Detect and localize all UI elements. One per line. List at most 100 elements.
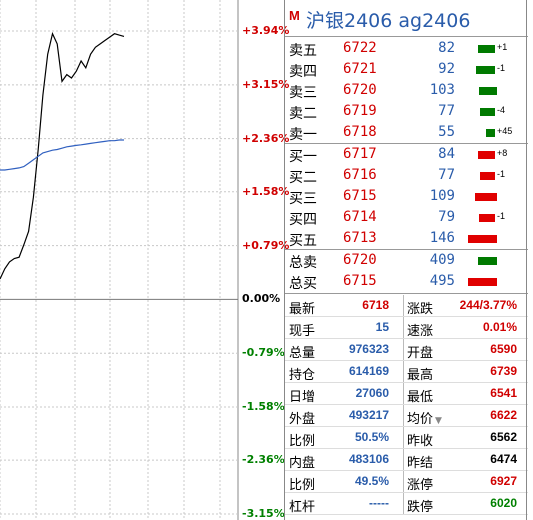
stat-label: 最新	[289, 302, 316, 317]
stat-label: 均价 ▼	[407, 408, 442, 427]
stat-label: 日增	[289, 390, 316, 405]
stat-label-text: 昨结	[407, 456, 434, 471]
stat-value: 6718	[362, 298, 389, 312]
volume-bar	[479, 87, 497, 95]
volume-bar	[475, 193, 497, 201]
dropdown-caret-icon[interactable]: ▼	[435, 416, 442, 426]
axis-tick-label: +3.15%	[242, 77, 290, 91]
stat-value: 244/3.77%	[459, 298, 517, 312]
stat-divider	[403, 317, 404, 339]
level-volume: 409	[429, 252, 455, 268]
row-divider	[285, 426, 528, 427]
axis-tick-label: +1.58%	[242, 184, 290, 198]
stat-label: 最高	[407, 364, 433, 383]
level-label: 买五	[289, 233, 317, 249]
level-volume: 109	[429, 188, 455, 204]
stat-label-text: 均价	[407, 412, 434, 427]
book-divider	[285, 143, 528, 144]
quote-panel: M 沪银2406 ag2406 卖五 6722 82 +1 卖四 6721 92 -1 卖三 67…	[284, 0, 533, 520]
level-volume: 77	[438, 167, 455, 183]
stat-divider	[403, 339, 404, 361]
stat-label: 内盘	[289, 456, 316, 471]
axis-tick-label: -1.58%	[242, 400, 285, 414]
axis-tick-label: +0.79%	[242, 238, 290, 252]
total-row: 总卖 6720 409	[285, 250, 528, 271]
stat-value: 6541	[490, 386, 517, 400]
volume-bar	[468, 235, 497, 243]
stat-divider	[403, 449, 404, 471]
stat-value: 614169	[348, 364, 389, 378]
header-divider	[285, 36, 528, 37]
stat-label: 总量	[289, 346, 316, 361]
stat-row: 杠杆 ----- 跌停 6020	[285, 493, 528, 515]
stat-label: 涨跌	[407, 298, 433, 317]
chart-canvas[interactable]	[0, 0, 240, 520]
stat-label: 比例	[289, 478, 316, 493]
level-label: 总卖	[289, 255, 317, 271]
stat-value: 0.01%	[482, 320, 517, 334]
stat-divider	[403, 383, 404, 405]
volume-change: -1	[497, 169, 506, 179]
intraday-chart[interactable]	[0, 0, 240, 520]
stat-row: 比例 50.5% 昨收 6562	[285, 427, 528, 449]
stat-value: 6739	[490, 364, 517, 378]
stat-value: 49.5%	[354, 474, 389, 488]
level-price: 6715	[343, 273, 377, 289]
axis-tick-label: +3.94%	[242, 24, 290, 37]
market-marker: M	[289, 8, 300, 23]
level-price: 6713	[343, 230, 377, 246]
stat-value: 15	[375, 320, 389, 334]
stat-row: 比例 49.5% 涨停 6927	[285, 471, 528, 493]
stat-label: 现手	[289, 324, 316, 339]
volume-bar	[476, 66, 495, 74]
stat-label-text: 昨收	[407, 434, 434, 449]
level-price: 6721	[343, 61, 377, 77]
axis-tick-label: +2.36%	[242, 131, 290, 145]
level-price: 6716	[343, 167, 377, 183]
axis-tick-label: 0.00%	[242, 292, 281, 306]
row-divider	[285, 382, 528, 383]
row-divider	[285, 338, 528, 339]
stat-label: 比例	[289, 434, 316, 449]
stat-label-text: 最低	[407, 390, 434, 405]
level-price: 6717	[343, 146, 377, 162]
stat-label-text: 跌停	[407, 500, 434, 515]
row-divider	[285, 470, 528, 471]
stat-value: 6622	[490, 408, 517, 422]
level-volume: 79	[438, 209, 455, 225]
volume-change: +8	[497, 148, 508, 158]
average-line	[0, 139, 124, 171]
level-label: 卖四	[289, 64, 317, 80]
level-label: 卖三	[289, 85, 317, 101]
stat-value: -----	[369, 496, 389, 510]
ask-level: 卖一 6718 55 +45	[285, 122, 528, 143]
stat-label: 昨结	[407, 452, 433, 471]
stat-label-text: 开盘	[407, 346, 434, 361]
stat-value: 6474	[490, 452, 517, 466]
stat-label-text: 最高	[407, 368, 434, 383]
row-divider	[285, 492, 528, 493]
level-label: 卖一	[289, 127, 317, 143]
instrument-name: 沪银2406 ag2406	[306, 10, 471, 32]
level-price: 6715	[343, 188, 377, 204]
level-price: 6720	[343, 252, 377, 268]
stat-value: 50.5%	[354, 430, 389, 444]
stat-row: 持仓 614169 最高 6739	[285, 361, 528, 383]
volume-bar	[468, 278, 497, 286]
axis-tick-label: -3.15%	[242, 507, 285, 520]
level-label: 买四	[289, 212, 317, 228]
level-volume: 84	[438, 146, 455, 162]
stat-label-text: 速涨	[407, 324, 434, 339]
level-volume: 92	[438, 61, 455, 77]
stat-value: 27060	[355, 386, 389, 400]
volume-change: -1	[497, 63, 506, 73]
stat-row: 内盘 483106 昨结 6474	[285, 449, 528, 471]
level-label: 买一	[289, 149, 317, 165]
level-price: 6720	[343, 82, 377, 98]
level-volume: 77	[438, 103, 455, 119]
level-volume: 146	[429, 230, 455, 246]
stat-label: 开盘	[407, 342, 433, 361]
volume-bar	[478, 45, 495, 53]
stat-divider	[403, 405, 404, 427]
stat-row: 日增 27060 最低 6541	[285, 383, 528, 405]
